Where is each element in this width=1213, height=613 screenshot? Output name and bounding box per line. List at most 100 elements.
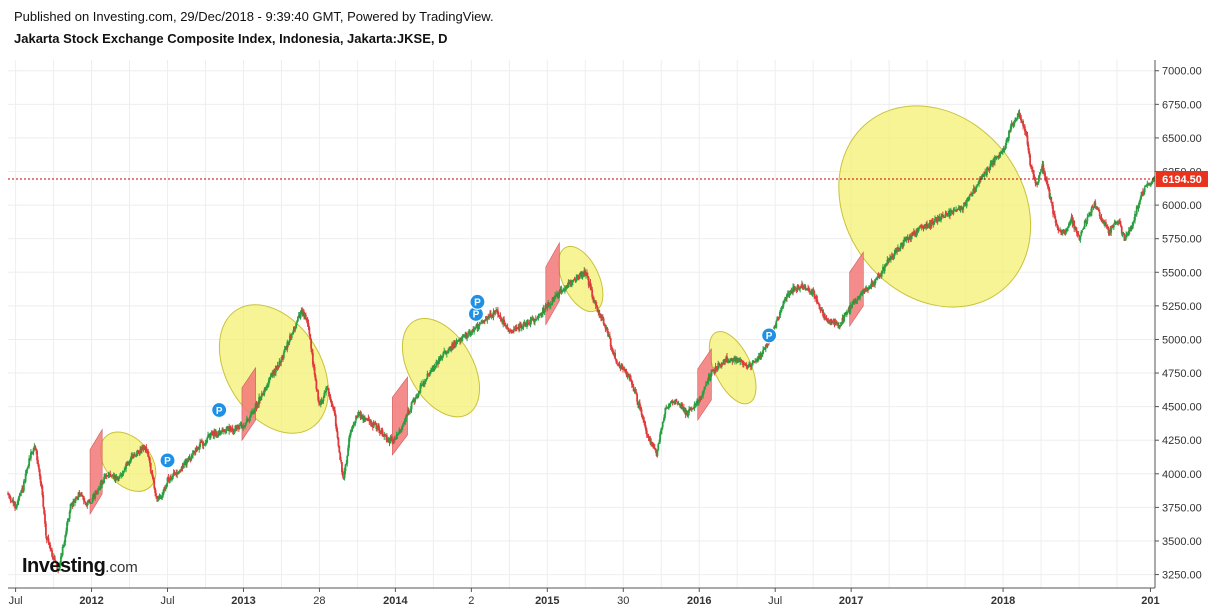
candle-body (356, 416, 358, 418)
candle-body (659, 434, 661, 442)
candle-body (621, 364, 624, 370)
candle-body (910, 235, 913, 240)
candle-body (631, 384, 634, 388)
candle-body (410, 402, 413, 410)
candle-body (406, 415, 409, 417)
candle-body (1043, 171, 1046, 173)
candle-body (827, 320, 830, 324)
event-marker-label: P (474, 298, 481, 309)
candle-body (12, 500, 15, 504)
highlight-parallelogram (545, 241, 560, 326)
candle-body (280, 359, 283, 363)
candle-body (1051, 202, 1054, 206)
candle-body (198, 446, 201, 450)
candle-body (779, 310, 782, 313)
candle-body (1140, 195, 1143, 200)
candle-body (560, 289, 563, 293)
candle-body (647, 436, 650, 439)
candle-body (795, 290, 798, 292)
candle-body (1082, 228, 1084, 231)
y-tick-label: 7000.00 (1162, 66, 1202, 78)
candle-body (115, 477, 118, 481)
highlight-overlays (89, 105, 1032, 516)
candle-body (62, 545, 65, 547)
candle-body (1026, 135, 1029, 145)
candle-body (697, 402, 700, 404)
candle-body (678, 403, 681, 405)
candle-body (539, 314, 542, 316)
candle-body (1067, 223, 1070, 227)
candle-body (190, 455, 193, 461)
candle-body (845, 311, 848, 315)
candle-body (661, 421, 664, 428)
candle-body (419, 385, 422, 393)
x-tick-label: 2 (468, 595, 474, 607)
grid (8, 60, 1156, 588)
candle-body (1094, 202, 1097, 206)
candle-body (240, 424, 243, 426)
candle-body (430, 371, 432, 373)
candle-body (245, 422, 247, 425)
candle-body (629, 375, 631, 380)
candle-body (341, 462, 343, 473)
candle-body (23, 481, 26, 483)
candle-body (266, 385, 268, 387)
candle-body (103, 476, 105, 484)
candle-body (325, 387, 327, 393)
candle-body (129, 460, 132, 464)
candle-body (80, 494, 83, 496)
y-tick-label: 3750.00 (1162, 502, 1202, 514)
candle-body (151, 473, 154, 477)
candle-body (667, 407, 669, 409)
candle-body (1069, 219, 1072, 223)
candle-body (367, 418, 370, 420)
highlight-parallelogram (392, 376, 408, 456)
candle-body (219, 433, 222, 436)
candle-body (530, 320, 533, 322)
candle-body (88, 500, 90, 502)
candle-body (63, 542, 66, 546)
candle-body (778, 312, 781, 318)
candle-body (55, 563, 58, 565)
candle-body (938, 217, 941, 221)
candle-body (426, 373, 429, 379)
candle-body (823, 313, 826, 319)
candle-body (9, 497, 12, 501)
candle-body (919, 226, 922, 228)
candle-body (348, 434, 351, 439)
y-tick-label: 3250.00 (1162, 570, 1202, 582)
candle-body (584, 270, 587, 275)
candle-body (36, 450, 38, 461)
candle-body (798, 288, 801, 290)
candle-body (1024, 131, 1027, 133)
candle-body (441, 355, 444, 358)
candle-body (26, 467, 29, 471)
candle-body (1013, 121, 1016, 126)
candle-body (61, 546, 64, 556)
candle-body (1008, 131, 1010, 139)
candle-body (224, 430, 227, 433)
candle-body (634, 389, 637, 392)
candle-body (675, 400, 677, 402)
candle-body (950, 210, 953, 213)
candle-body (1046, 184, 1049, 187)
candle-body (465, 333, 468, 338)
candle-body (645, 430, 648, 435)
candle-body (673, 402, 676, 404)
candle-body (42, 494, 45, 507)
candle-body (855, 300, 858, 303)
candle-body (1144, 185, 1147, 188)
candle-body (303, 311, 305, 317)
candle-body (697, 400, 699, 404)
candle-body (947, 214, 950, 216)
candle-body (534, 319, 536, 323)
candle-body (751, 361, 754, 366)
candle-body (447, 348, 450, 353)
candle-body (314, 375, 317, 381)
candle-body (1131, 225, 1134, 229)
candle-body (1153, 177, 1156, 182)
candle-body (944, 213, 947, 217)
candle-body (341, 471, 344, 477)
candle-body (315, 380, 318, 390)
